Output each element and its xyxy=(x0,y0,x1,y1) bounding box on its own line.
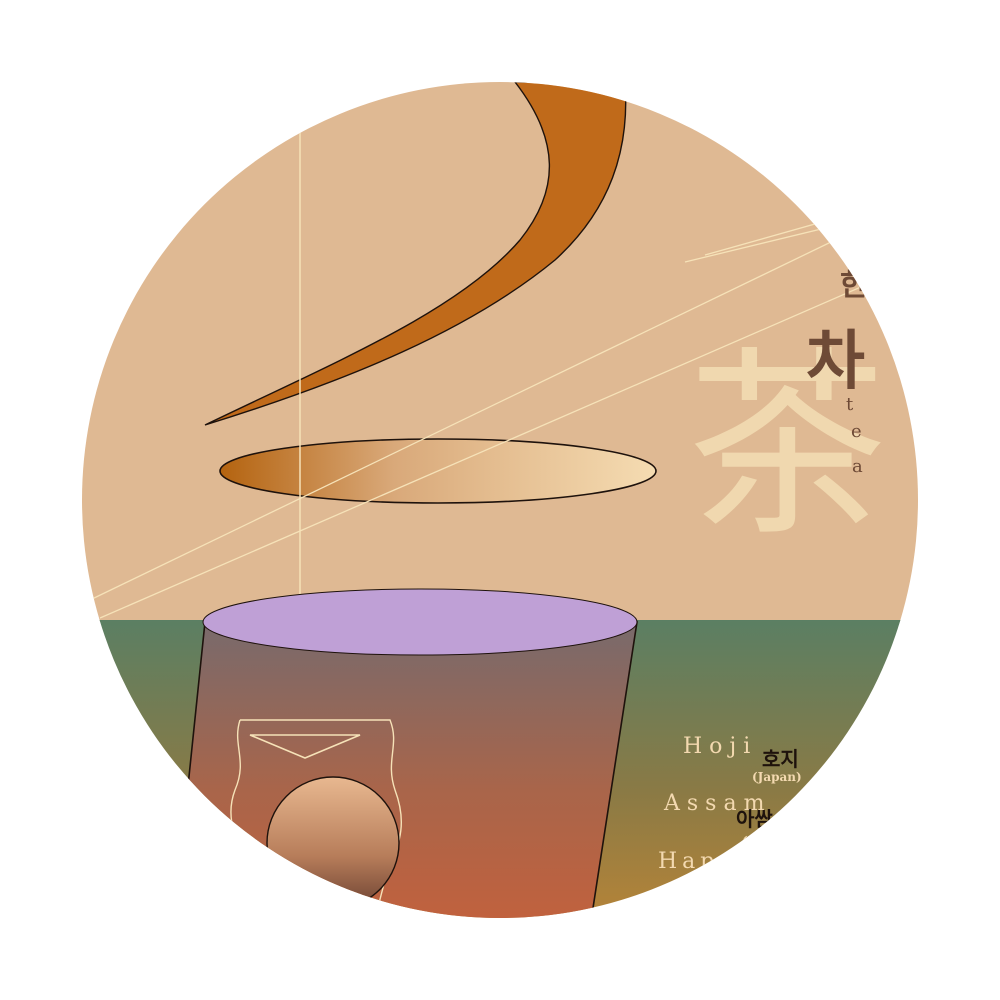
tea-ball xyxy=(266,776,400,910)
tea-bag-triangle xyxy=(249,734,361,759)
tea-name-assam: Assam xyxy=(663,791,771,816)
tea-origin-hoji: (Japan) xyxy=(752,770,802,784)
tea-name-hoji: Hoji xyxy=(683,734,757,759)
tea-korean-assam: 아쌈 xyxy=(736,807,773,831)
hanja-character: 茶 xyxy=(687,330,887,563)
steam-swoosh xyxy=(204,82,627,426)
tea-cup-body xyxy=(169,621,638,918)
tea-name-happi: Happi xyxy=(658,849,751,874)
korean-title: 차 xyxy=(806,325,865,399)
tea-letter-t: t xyxy=(846,394,854,415)
tea-origin-assam: (I xyxy=(742,834,754,848)
tea-korean-hoji: 호지 xyxy=(762,747,799,771)
tea-letter-a: a xyxy=(852,456,863,477)
tea-letter-e: e xyxy=(851,421,862,442)
tea-cup-lid xyxy=(202,588,638,656)
korean-title-partial: 한 xyxy=(840,268,868,303)
